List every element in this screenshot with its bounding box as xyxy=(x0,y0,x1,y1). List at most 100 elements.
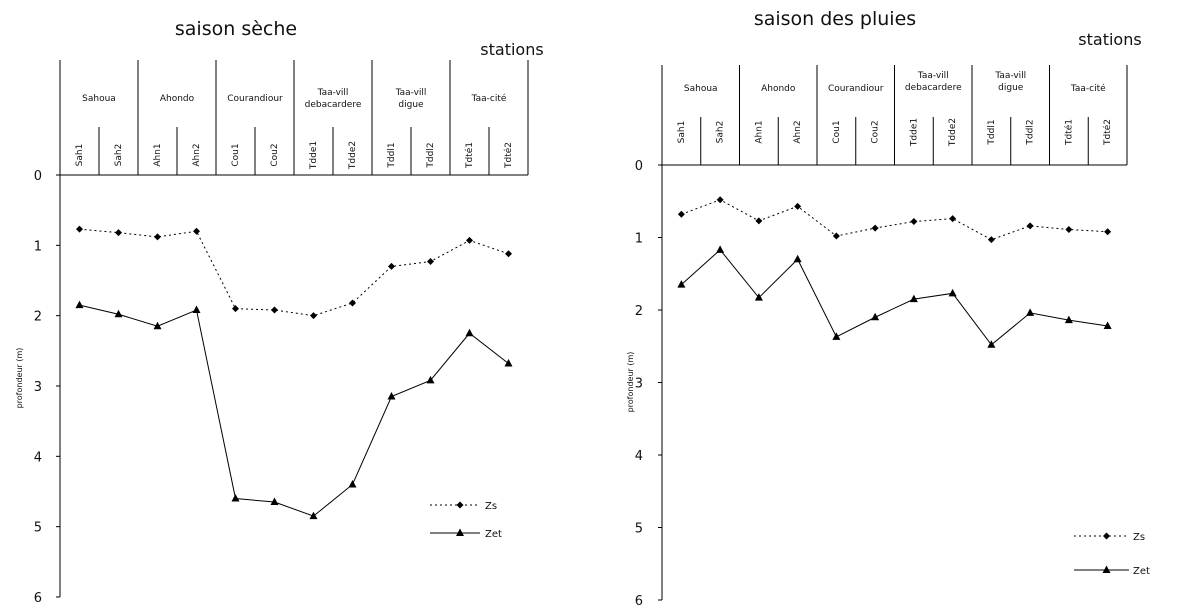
chart0-group-label: Sahoua xyxy=(82,94,116,104)
chart0-station-label: Cou2 xyxy=(270,143,280,166)
chart1-title: saison des pluies xyxy=(754,8,916,30)
chart1-stations-header: stations xyxy=(1078,30,1141,49)
chart1-point-Zs xyxy=(1065,226,1073,234)
chart1-group-label: debacardere xyxy=(905,83,962,93)
chart1-legend-label-Zet: Zet xyxy=(1133,566,1150,577)
chart0-point-Zs xyxy=(349,299,356,307)
chart0-station-label: Tdté1 xyxy=(464,142,475,169)
chart1-point-Zs xyxy=(677,210,685,218)
chart0-point-Zs xyxy=(388,262,395,270)
chart1-y-tick-label: 5 xyxy=(635,522,643,537)
chart0-stations-header: stations xyxy=(480,40,543,59)
chart0-point-Zet xyxy=(348,479,357,488)
chart0-station-label: Cou1 xyxy=(231,143,241,166)
chart0-y-tick-label: 1 xyxy=(34,239,42,254)
chart0-point-Zet xyxy=(153,321,162,330)
chart1-point-Zs xyxy=(755,217,763,225)
chart1-group-label: Courandiour xyxy=(828,84,884,94)
chart0-point-Zs xyxy=(76,225,83,233)
chart1-point-Zet xyxy=(677,280,686,288)
chart1-y-tick-label: 3 xyxy=(635,377,643,392)
chart0-station-label: Tdté2 xyxy=(503,142,514,169)
chart1-group-label: Taa-cité xyxy=(1070,83,1106,94)
chart1-group-label: Taa-vill xyxy=(994,71,1026,81)
chart1-station-label: Cou2 xyxy=(871,120,881,143)
chart1-y-axis-label: profondeur (m) xyxy=(626,352,635,413)
chart0-point-Zs xyxy=(505,250,512,258)
chart0-series-line-Zet xyxy=(79,304,509,517)
chart1-station-label: Ahn2 xyxy=(793,120,803,143)
chart0-y-tick-label: 0 xyxy=(34,169,42,184)
chart1-station-label: Tddl1 xyxy=(987,119,997,145)
chart1-point-Zs xyxy=(1026,222,1034,230)
chart1-point-Zs xyxy=(949,215,957,223)
chart0-y-tick-label: 6 xyxy=(34,591,42,606)
chart1-y-tick-label: 6 xyxy=(635,594,643,609)
chart0-station-label: Sah2 xyxy=(114,144,124,167)
chart1-station-label: Tdde2 xyxy=(948,118,958,147)
chart0-point-Zs xyxy=(310,312,317,320)
chart1-point-Zet xyxy=(793,254,802,263)
chart0-y-tick-label: 4 xyxy=(34,450,42,465)
chart0-y-tick-label: 5 xyxy=(34,521,42,536)
chart0-point-Zet xyxy=(426,375,435,384)
chart1-group-label: Taa-vill xyxy=(917,71,949,81)
chart1-station-label: Sah2 xyxy=(716,121,726,144)
chart1-station-label: Sah1 xyxy=(677,121,687,144)
chart1-station-label: Ahn1 xyxy=(754,120,764,143)
chart0-station-label: Ahn2 xyxy=(192,143,202,166)
chart1-legend-marker-Zet xyxy=(1102,565,1111,573)
chart1-point-Zs xyxy=(871,224,879,232)
chart1-point-Zet xyxy=(871,312,880,321)
chart0-legend-label-Zs: Zs xyxy=(485,501,497,512)
chart0-group-label: Taa-cité xyxy=(471,93,507,104)
chart1-station-label: Tdde1 xyxy=(909,118,919,147)
chart1-point-Zs xyxy=(716,196,724,204)
chart1-station-label: Tdté2 xyxy=(1102,119,1113,146)
chart0-point-Zet xyxy=(114,309,123,318)
chart0-group-label: Ahondo xyxy=(160,94,195,104)
chart1-station-label: Cou1 xyxy=(832,120,842,143)
chart0-group-label: Taa-vill xyxy=(317,88,349,98)
chart0-group-label: Courandiour xyxy=(227,94,283,104)
chart0-point-Zet xyxy=(465,328,474,337)
chart0-station-label: Tddl2 xyxy=(426,142,436,168)
chart1-point-Zet xyxy=(987,340,996,348)
chart1-point-Zs xyxy=(832,232,840,240)
chart1-series-line-Zs xyxy=(681,199,1108,241)
chart0-point-Zs xyxy=(154,233,161,241)
chart1-y-tick-label: 1 xyxy=(635,232,643,247)
chart0-station-label: Sah1 xyxy=(75,144,85,167)
chart1-point-Zet xyxy=(1026,308,1035,316)
chart1-group-label: Ahondo xyxy=(761,84,796,94)
chart1-point-Zet xyxy=(832,332,841,340)
chart0-point-Zet xyxy=(309,511,318,520)
chart1-group-label: digue xyxy=(998,83,1024,93)
chart-saison-des-pluies: saison des pluies stations Sahoua Sah1 Sah2 A… xyxy=(626,8,1150,609)
chart1-point-Zs xyxy=(794,202,802,210)
chart0-point-Zs xyxy=(427,258,434,266)
chart0-title: saison sèche xyxy=(175,18,297,40)
chart0-point-Zet xyxy=(231,494,240,502)
chart0-y-tick-label: 3 xyxy=(34,380,42,395)
chart-saison-seche: saison sèche stations Sahoua Sah1 Sah2 Ahondo… xyxy=(15,18,544,606)
chart0-point-Zet xyxy=(75,300,84,309)
chart1-station-label: Tdté1 xyxy=(1063,119,1074,146)
chart1-point-Zet xyxy=(1064,315,1073,324)
chart1-series-line-Zet xyxy=(681,249,1108,346)
chart1-legend-marker-Zs xyxy=(1103,532,1110,540)
chart1-point-Zet xyxy=(754,293,763,301)
chart0-point-Zs xyxy=(232,305,239,313)
chart1-point-Zet xyxy=(909,294,918,303)
chart0-legend-marker-Zs xyxy=(456,501,464,509)
chart0-station-label: Tdde1 xyxy=(309,141,319,170)
chart0-point-Zs xyxy=(271,306,278,314)
chart0-group-label: digue xyxy=(398,100,424,110)
chart1-legend-label-Zs: Zs xyxy=(1133,532,1145,543)
chart1-point-Zs xyxy=(1104,228,1112,236)
chart1-y-tick-label: 2 xyxy=(635,304,643,319)
chart0-point-Zet xyxy=(192,305,201,314)
chart1-group-label: Sahoua xyxy=(684,84,718,94)
chart0-point-Zs xyxy=(115,229,122,237)
chart0-legend-label-Zet: Zet xyxy=(485,529,502,540)
